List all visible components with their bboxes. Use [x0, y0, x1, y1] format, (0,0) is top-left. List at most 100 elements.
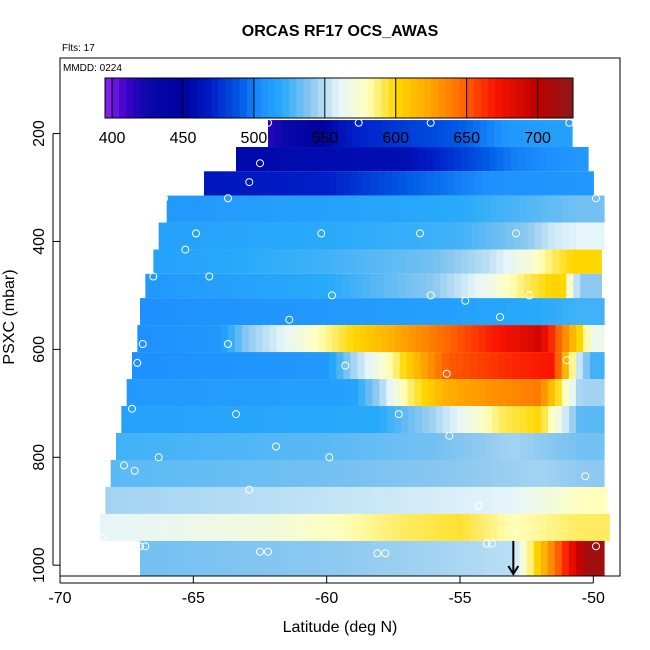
heatmap-cell [315, 298, 324, 326]
heatmap-cell [589, 459, 598, 487]
colorbar-step [112, 78, 120, 118]
heatmap-cell [484, 379, 493, 407]
heatmap-cell [177, 406, 185, 434]
heatmap-cell [447, 171, 455, 196]
heatmap-cell [524, 249, 532, 274]
y-axis-label: PSXC (mbar) [1, 269, 18, 364]
heatmap-cell [387, 433, 396, 460]
heatmap-cell [590, 325, 598, 353]
heatmap-cell [201, 273, 210, 299]
sample-point [133, 358, 142, 367]
sample-point [130, 466, 139, 475]
heatmap-cell [371, 459, 380, 487]
heatmap-cell [468, 249, 476, 274]
heatmap-cell [512, 379, 521, 407]
heatmap-cell [306, 273, 315, 299]
heatmap-cell [182, 379, 191, 407]
sample-point [181, 245, 190, 254]
x-axis-label: Latitude (deg N) [283, 619, 398, 636]
heatmap-cell [266, 298, 275, 326]
heatmap-cell [203, 540, 211, 576]
heatmap-cell [273, 298, 282, 326]
colorbar-step [253, 78, 262, 118]
heatmap-cell [527, 433, 535, 460]
heatmap-cell [200, 325, 208, 353]
heatmap-cell [175, 379, 184, 407]
heatmap-cell [202, 459, 210, 487]
heatmap-cell [287, 540, 296, 576]
heatmap-cell [419, 171, 428, 196]
heatmap-cell [188, 459, 196, 487]
heatmap-cell [457, 433, 466, 460]
heatmap-cell [576, 406, 584, 434]
heatmap-cell [490, 513, 499, 541]
heatmap-cell [122, 433, 131, 460]
heatmap-cell [485, 325, 494, 353]
heatmap-cell [297, 222, 306, 250]
heatmap-cell [350, 298, 359, 326]
heatmap-cell [231, 171, 240, 196]
heatmap-cell [499, 433, 507, 460]
heatmap-cell [561, 195, 570, 223]
heatmap-cell [518, 513, 527, 541]
heatmap-cell [241, 325, 250, 353]
heatmap-cell [453, 486, 462, 514]
heatmap-cell [434, 195, 443, 223]
colorbar-step [275, 78, 283, 118]
heatmap-cell [161, 379, 170, 407]
heatmap-cell [513, 433, 521, 460]
heatmap-cell [214, 222, 222, 250]
heatmap-cell [195, 459, 203, 487]
heatmap-cell [406, 459, 415, 487]
heatmap-cell [265, 352, 274, 380]
heatmap-cell [205, 406, 213, 434]
heatmap-cell [437, 222, 445, 250]
heatmap-cell [139, 352, 147, 380]
heatmap-cell [420, 352, 429, 380]
heatmap-cell [322, 298, 331, 326]
heatmap-cell [198, 406, 206, 434]
heatmap-cell [301, 540, 310, 576]
colorbar-step [126, 78, 134, 118]
heatmap-cell [463, 352, 471, 380]
heatmap-cell [174, 249, 182, 274]
heatmap-cell [376, 486, 385, 514]
heatmap-cell [290, 222, 299, 250]
heatmap-cell [520, 325, 528, 353]
heatmap-cell [304, 433, 312, 460]
heatmap-cell [422, 325, 431, 353]
heatmap-cell [552, 249, 560, 274]
heatmap-cell [231, 379, 240, 407]
heatmap-cell [262, 325, 271, 353]
heatmap-cell [248, 325, 257, 353]
heatmap-cell [576, 325, 584, 353]
heatmap-cell [260, 513, 269, 541]
sample-point [141, 542, 150, 551]
heatmap-cell [286, 352, 295, 380]
heatmap-cell [462, 513, 471, 541]
heatmap-cell [496, 171, 504, 196]
heatmap-cell [179, 222, 188, 250]
heatmap-cell [275, 120, 283, 148]
heatmap-cell [547, 379, 556, 407]
heatmap-cell [230, 486, 239, 514]
heatmap-cell [239, 513, 248, 541]
heatmap-cell [432, 486, 441, 514]
heatmap-cell [496, 249, 504, 274]
heatmap-cell [199, 433, 208, 460]
heatmap-cell [317, 120, 326, 148]
sample-point [373, 549, 382, 558]
heatmap-cell [513, 406, 521, 434]
heatmap-cell [520, 222, 529, 250]
colorbar-tick-label: 600 [382, 130, 409, 147]
heatmap-cell [555, 222, 563, 250]
heatmap-cell [165, 222, 174, 250]
heatmap-cell [390, 486, 399, 514]
sample-point [154, 453, 163, 462]
heatmap-cell [496, 273, 504, 299]
heatmap-cell [165, 325, 173, 353]
heatmap-cell [314, 249, 322, 274]
heatmap-cell [378, 352, 387, 380]
heatmap-cell [575, 195, 584, 223]
heatmap-cell [328, 195, 337, 223]
